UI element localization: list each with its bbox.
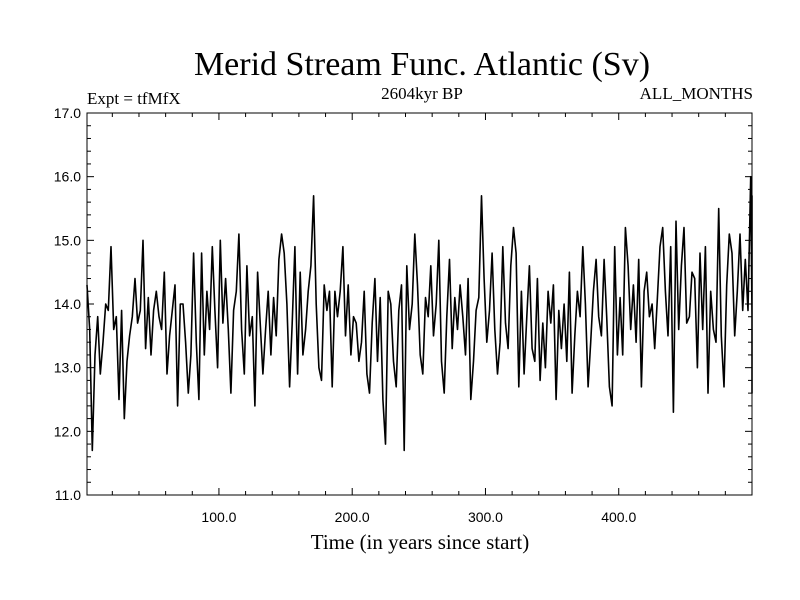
y-tick-label: 17.0	[54, 105, 81, 121]
x-tick-label: 300.0	[468, 509, 503, 525]
y-tick-label: 15.0	[54, 232, 81, 248]
x-tick-label: 400.0	[601, 509, 636, 525]
y-tick-label: 14.0	[54, 296, 81, 312]
y-tick-label: 16.0	[54, 169, 81, 185]
period-label: 2604kyr BP	[381, 84, 463, 103]
x-tick-label: 200.0	[335, 509, 370, 525]
y-tick-label: 11.0	[55, 487, 81, 503]
x-axis-label: Time (in years since start)	[311, 530, 530, 554]
x-tick-label: 100.0	[201, 509, 236, 525]
y-axis: 11.0 12.0 13.0 14.0 15.0 16.0 17.0	[54, 105, 752, 503]
y-tick-label: 13.0	[54, 360, 81, 376]
x-axis: 100.0 200.0 300.0 400.0	[111, 113, 753, 525]
y-tick-label: 12.0	[54, 423, 81, 439]
months-label: ALL_MONTHS	[640, 84, 753, 103]
chart-title: Merid Stream Func. Atlantic (Sv)	[194, 46, 650, 83]
data-series-line	[86, 175, 753, 452]
experiment-label: Expt = tfMfX	[87, 89, 181, 108]
